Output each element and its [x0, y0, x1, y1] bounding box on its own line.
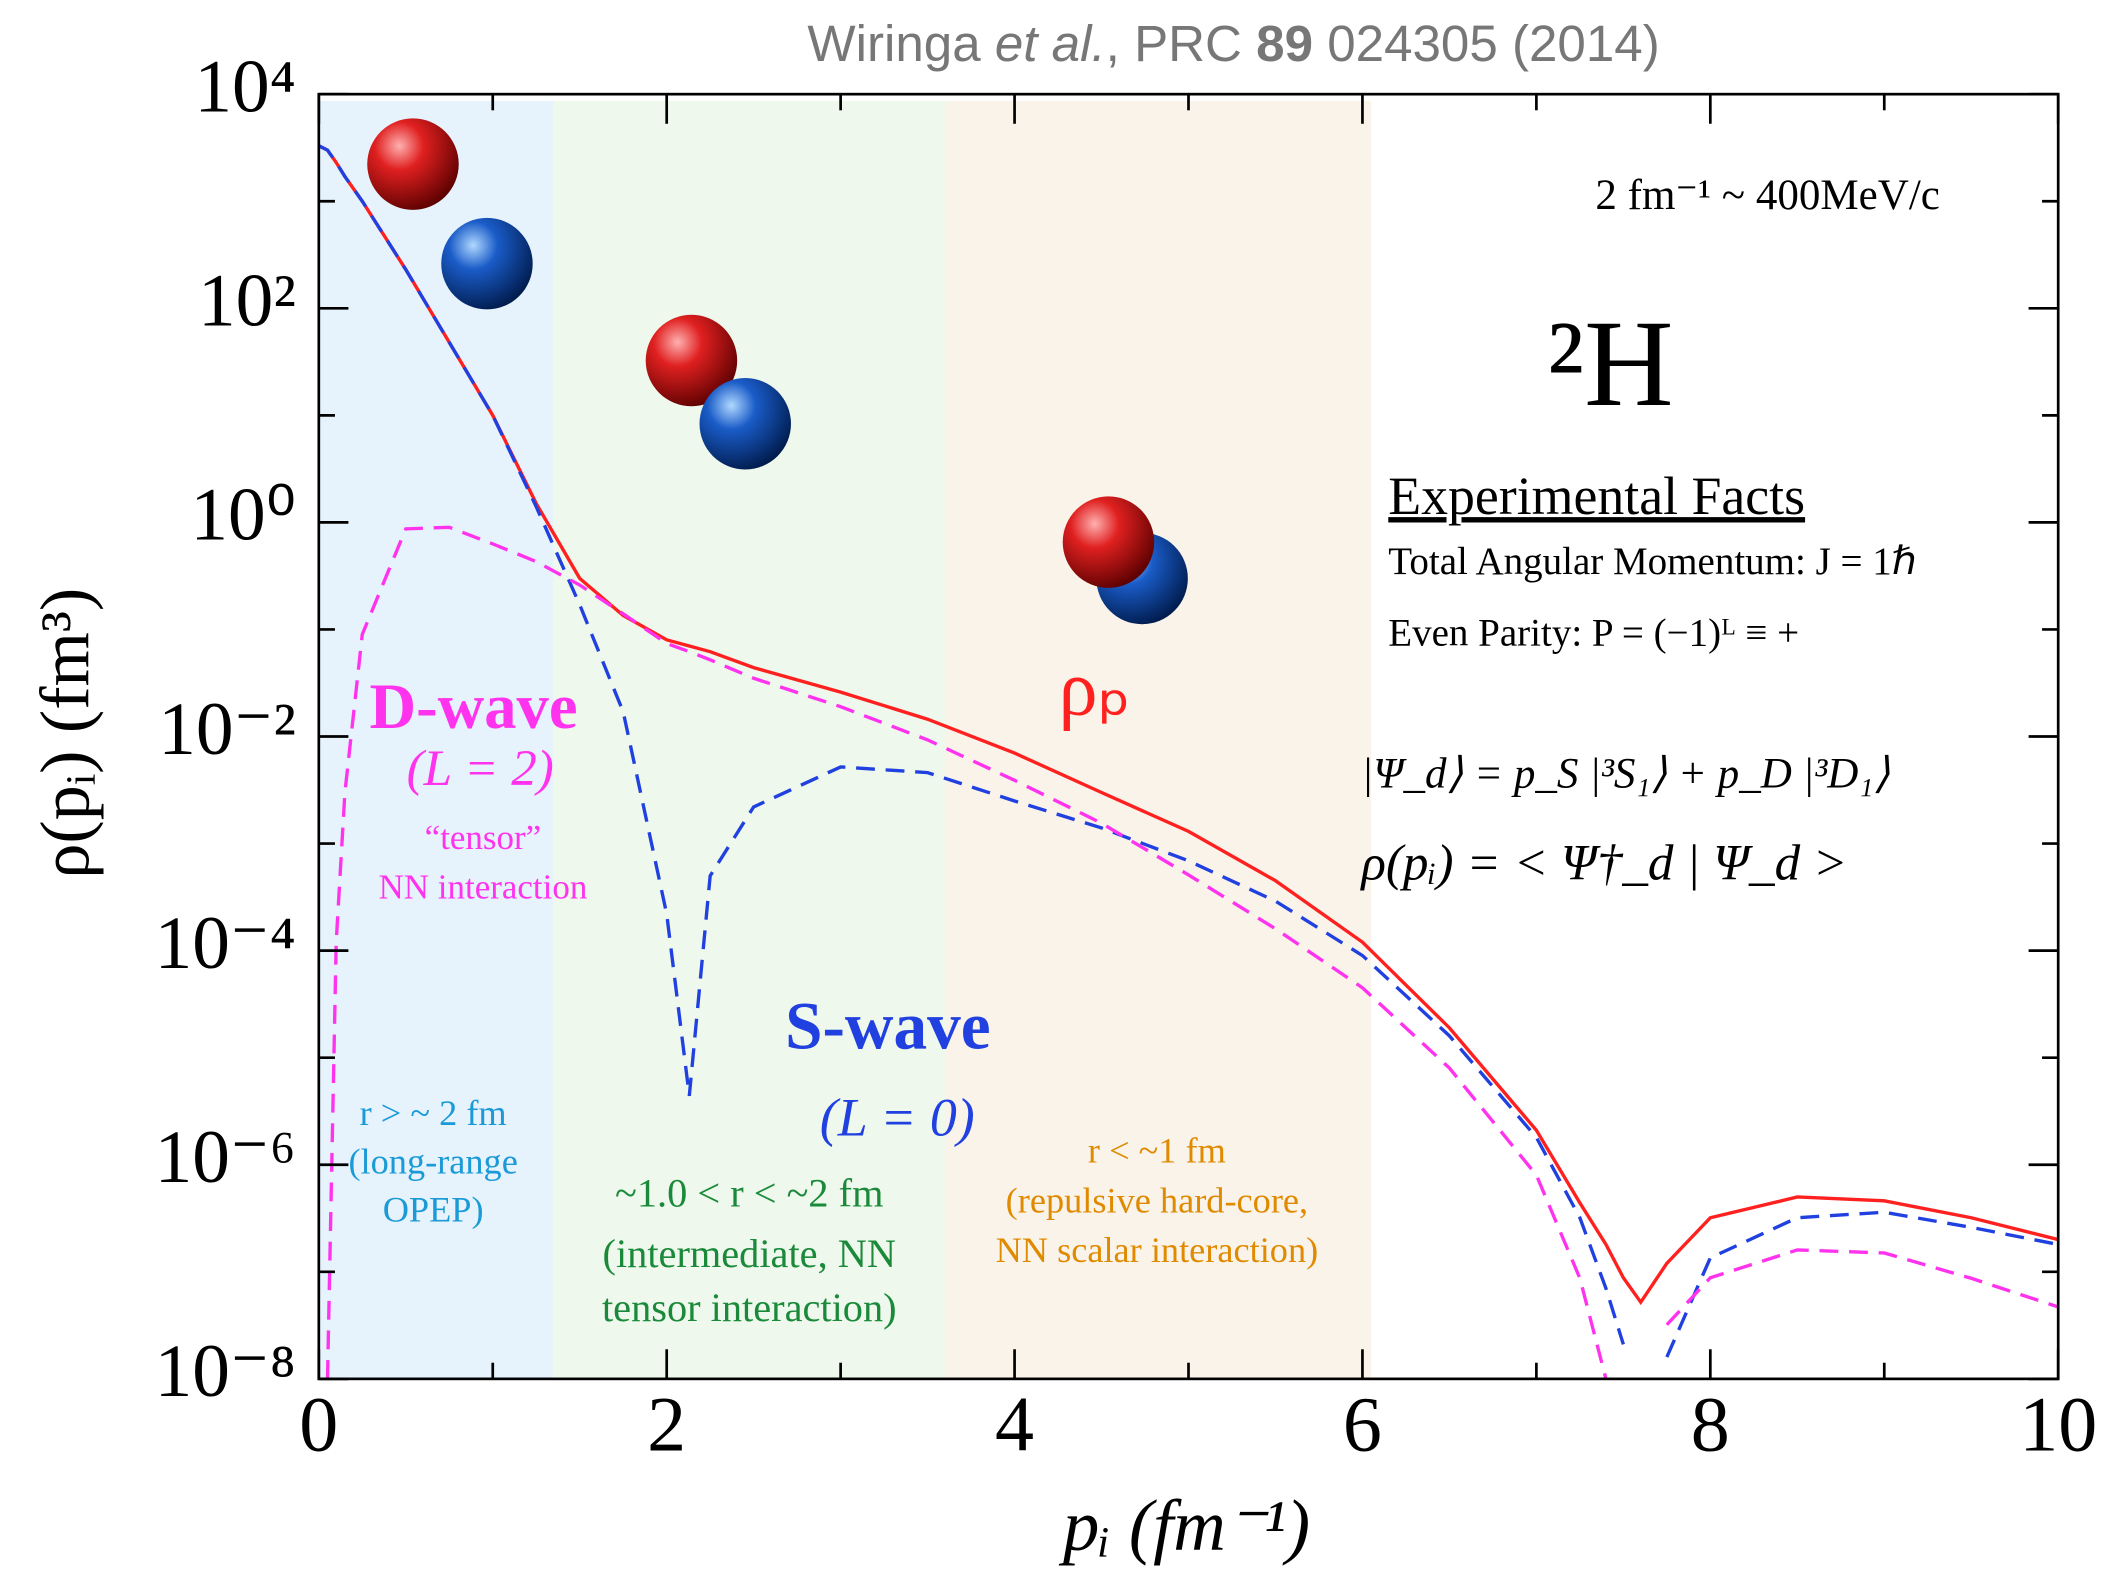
title-part: et al. [995, 15, 1106, 72]
region-label: tensor interaction) [602, 1285, 897, 1330]
series-label: ρₚ [1059, 645, 1131, 732]
region-label: (repulsive hard-core, [1006, 1180, 1308, 1220]
axes: 0 2 4 6 8 10 10⁴ 10² 10⁰ 10⁻² 10⁻⁴ 10⁻⁶ 10⁻⁸ [155, 45, 2098, 1467]
y-tick-label: 10⁻⁴ [155, 902, 296, 985]
y-axis-label: ρ(pᵢ) (fm³) [28, 588, 105, 879]
spheres [367, 118, 1188, 625]
region-band [318, 100, 554, 1379]
annotation: Even Parity: P = (−1)ᴸ ≡ + [1388, 611, 1799, 654]
y-tick-label: 10⁴ [194, 45, 296, 128]
x-tick-label: 8 [1691, 1381, 1730, 1468]
chart-title: Wiringa et al., PRC 89 024305 (2014) [807, 15, 1659, 72]
x-tick-label: 4 [995, 1381, 1034, 1468]
region-label: r > ~ 2 fm [360, 1093, 507, 1133]
annotation: Total Angular Momentum: J = 1ℏ [1388, 540, 1916, 583]
y-tick-label: 10⁻⁶ [155, 1116, 296, 1199]
region-band [944, 100, 1372, 1379]
x-axis-label: pᵢ (fm⁻¹) [1058, 1485, 1310, 1566]
region-label: (intermediate, NN [603, 1231, 897, 1276]
region-label: (long-range [348, 1141, 517, 1181]
series-note: “tensor” [425, 818, 542, 857]
region-label: r < ~1 fm [1088, 1131, 1226, 1171]
region-label: ~1.0 < r < ~2 fm [615, 1171, 883, 1216]
title-part: 024305 (2014) [1313, 15, 1660, 72]
series-line [325, 525, 2059, 1379]
region-label: NN scalar interaction) [996, 1230, 1319, 1270]
annotation: Experimental Facts [1388, 466, 1805, 526]
plot-area [318, 144, 2059, 1379]
annotation: 2 fm⁻¹ ~ 400MeV/c [1595, 172, 1940, 219]
region-band [553, 100, 945, 1379]
annotation: ρ(pᵢ) = < Ψ†_d | Ψ_d > [1359, 834, 1847, 891]
x-tick-label: 6 [1343, 1381, 1382, 1468]
series-note: (L = 2) [407, 740, 554, 797]
x-tick-label: 0 [299, 1381, 338, 1468]
title-part: Wiringa [807, 15, 994, 72]
annotation: ²H [1547, 295, 1673, 432]
title-part: 89 [1256, 15, 1313, 72]
proton [367, 118, 459, 210]
series-line [318, 144, 2059, 1358]
y-tick-label: 10² [198, 260, 296, 343]
y-tick-label: 10⁻⁸ [155, 1330, 296, 1413]
series-note: (L = 0) [820, 1088, 975, 1148]
series-note: NN interaction [379, 868, 588, 907]
proton [1062, 496, 1155, 588]
regions [318, 100, 1372, 1379]
series-label: D-wave [370, 670, 578, 742]
proton [645, 314, 738, 407]
annotation: |Ψ_d⟩ = p_S |³S₁⟩ + p_D |³D₁⟩ [1361, 750, 1890, 797]
x-tick-label: 2 [647, 1381, 686, 1468]
x-tick-label: 10 [2019, 1381, 2097, 1468]
neutron [441, 217, 533, 310]
title-part: , PRC [1106, 15, 1257, 72]
y-tick-label: 10⁻² [158, 688, 296, 771]
neutron [699, 378, 791, 470]
y-tick-label: 10⁰ [190, 474, 296, 557]
series-label: S-wave [785, 989, 990, 1064]
region-label: OPEP) [383, 1190, 484, 1230]
